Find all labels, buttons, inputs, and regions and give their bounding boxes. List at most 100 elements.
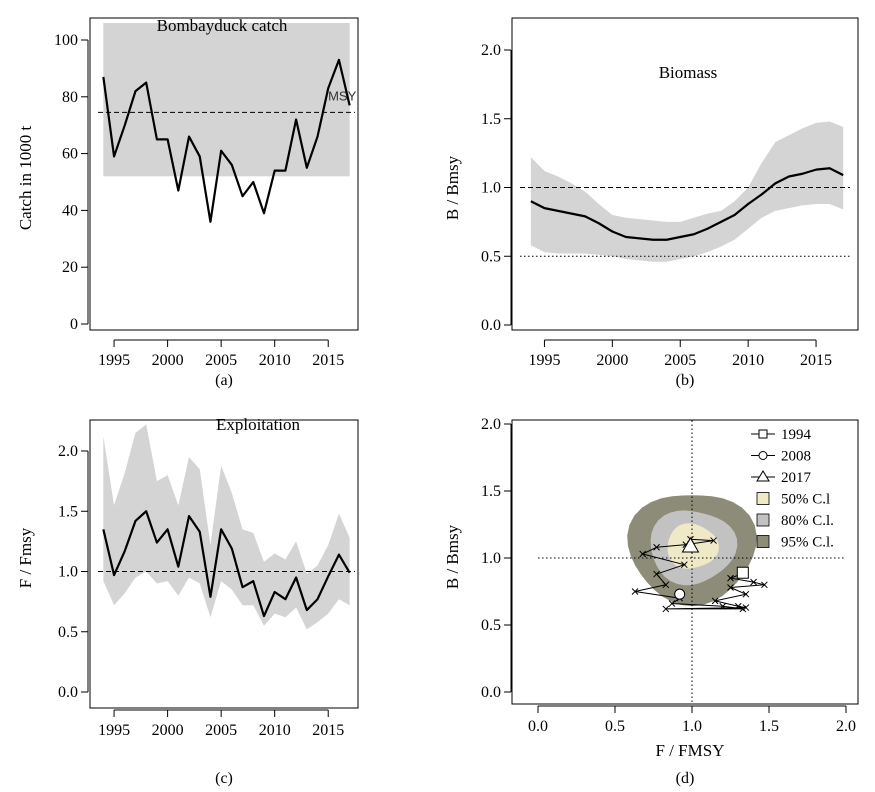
trajectory-point [750, 578, 757, 586]
x-tick-label: 2005 [664, 352, 696, 369]
legend-label: 2017 [781, 470, 812, 486]
y-tick-label: 100 [54, 32, 78, 49]
legend-label: 2008 [781, 449, 811, 465]
trajectory-point [761, 581, 768, 589]
legend-square-icon [758, 429, 768, 439]
y-tick-label: 2.0 [481, 42, 501, 59]
y-axis-label: B / Bmsy [443, 524, 462, 589]
x-tick-label: 2015 [312, 722, 344, 739]
legend-triangle-icon [756, 470, 770, 482]
confidence-band [103, 22, 350, 177]
panel-label: (b) [676, 372, 695, 389]
marker-2017 [681, 536, 700, 553]
legend-swatch [756, 535, 770, 548]
marker-1994 [736, 566, 749, 579]
x-tick-label: 0.5 [605, 718, 625, 735]
trajectory-point [727, 574, 734, 582]
plot-frame [89, 17, 359, 331]
legend-swatch [756, 513, 770, 527]
x-tick-label: 1995 [98, 352, 130, 369]
x-tick-label: 1.5 [759, 718, 779, 735]
trajectory-point [739, 605, 747, 613]
x-axis: 1995 2000 2005 2010 2015 [98, 339, 344, 369]
trajectory-point [734, 602, 742, 610]
y-tick-label: 1.5 [481, 483, 501, 500]
x-tick-label: 0.0 [528, 718, 548, 735]
series-line [530, 167, 844, 241]
trajectory-point [680, 561, 688, 569]
y-tick-label: 1.5 [58, 503, 78, 520]
y-tick-label: 1.0 [58, 564, 78, 581]
legend-entry: 80% C.l. [756, 513, 834, 529]
x-tick-label: 2000 [152, 352, 184, 369]
y-axis: 0.0 0.5 1.0 1.5 2.0 [481, 42, 512, 334]
y-tick-label: 1.0 [481, 180, 501, 197]
panel-c: 0.0 0.5 1.0 1.5 2.0 1995 2000 2005 2010 2015 Explo… [16, 415, 359, 787]
trajectory-point [662, 581, 670, 589]
trajectory-point [711, 597, 719, 605]
y-tick-label: 0.0 [481, 684, 501, 701]
trajectory-point [653, 570, 660, 578]
legend-label: 1994 [781, 427, 812, 443]
marker-2008 [674, 588, 686, 600]
legend-label: 80% C.l. [781, 513, 834, 529]
y-axis: 0.0 0.5 1.0 1.5 2.0 [481, 416, 512, 701]
x-tick-label: 2015 [312, 352, 344, 369]
y-tick-label: 80 [62, 89, 78, 106]
legend-entry: 1994 [751, 427, 812, 443]
y-tick-label: 60 [62, 146, 78, 163]
plot-frame [511, 17, 859, 331]
y-axis: 0.0 0.5 1.0 1.5 2.0 [58, 443, 89, 701]
legend-label: 95% C.l. [781, 535, 834, 551]
y-axis: 0 20 40 60 80 100 [54, 32, 89, 333]
y-tick-label: 0.5 [58, 624, 78, 641]
series-line [102, 58, 351, 223]
panel-label: (a) [215, 372, 233, 389]
legend-circle-icon [758, 451, 768, 460]
x-tick-label: 2010 [732, 352, 764, 369]
legend-entry: 2008 [751, 449, 811, 465]
x-tick-label: 2010 [259, 352, 291, 369]
y-tick-label: 1.0 [481, 550, 501, 567]
trajectory-point [727, 584, 734, 591]
x-tick-label: 1995 [528, 352, 560, 369]
panel-title: Bombayduck catch [157, 16, 288, 35]
plot-frame [89, 419, 359, 709]
legend-label: 50% C.l [781, 492, 830, 508]
y-axis-label: F / Fmsy [16, 527, 35, 588]
y-tick-label: 1.5 [481, 111, 501, 128]
panel-label: (c) [215, 770, 233, 787]
plot-frame [511, 419, 859, 705]
legend-entry: 95% C.l. [756, 535, 834, 551]
x-tick-label: 1.0 [682, 718, 702, 735]
x-tick-label: 2005 [205, 352, 237, 369]
confidence-band [530, 121, 844, 262]
x-tick-label: 2000 [152, 722, 184, 739]
y-tick-label: 40 [62, 202, 78, 219]
panel-label: (d) [676, 770, 695, 787]
y-tick-label: 2.0 [481, 416, 501, 433]
y-tick-label: 0 [70, 316, 78, 333]
panel-title: Biomass [659, 63, 718, 82]
legend-entry: 50% C.l [756, 492, 830, 508]
x-tick-label: 1995 [98, 722, 130, 739]
panel-title: Exploitation [216, 415, 301, 434]
legend: 1994 2008 2017 50% C.l 80% C.l. 95% C.l. [751, 427, 834, 551]
x-axis: 1995 2000 2005 2010 2015 [98, 709, 344, 739]
x-axis: 0.0 0.5 1.0 1.5 2.0 [528, 705, 856, 735]
y-tick-label: 20 [62, 259, 78, 276]
trajectory-point [742, 590, 750, 598]
legend-swatch [756, 492, 770, 505]
y-tick-label: 0.5 [481, 248, 501, 265]
panel-b: 0.0 0.5 1.0 1.5 2.0 1995 2000 2005 2010 2015 Bioma… [443, 17, 859, 389]
trajectory-point [653, 543, 660, 551]
x-axis-label: F / FMSY [656, 741, 725, 760]
trajectory-point [668, 600, 676, 607]
msy-label: MSY [328, 88, 357, 103]
y-axis-label: B / Bmsy [443, 155, 462, 220]
y-axis-label: Catch in 1000 t [16, 126, 35, 231]
panel-a: MSY 0 20 40 60 80 100 1995 2000 2005 2010 2015 Bomba… [16, 16, 359, 389]
trajectory-point [631, 588, 639, 595]
x-tick-label: 2.0 [836, 718, 856, 735]
